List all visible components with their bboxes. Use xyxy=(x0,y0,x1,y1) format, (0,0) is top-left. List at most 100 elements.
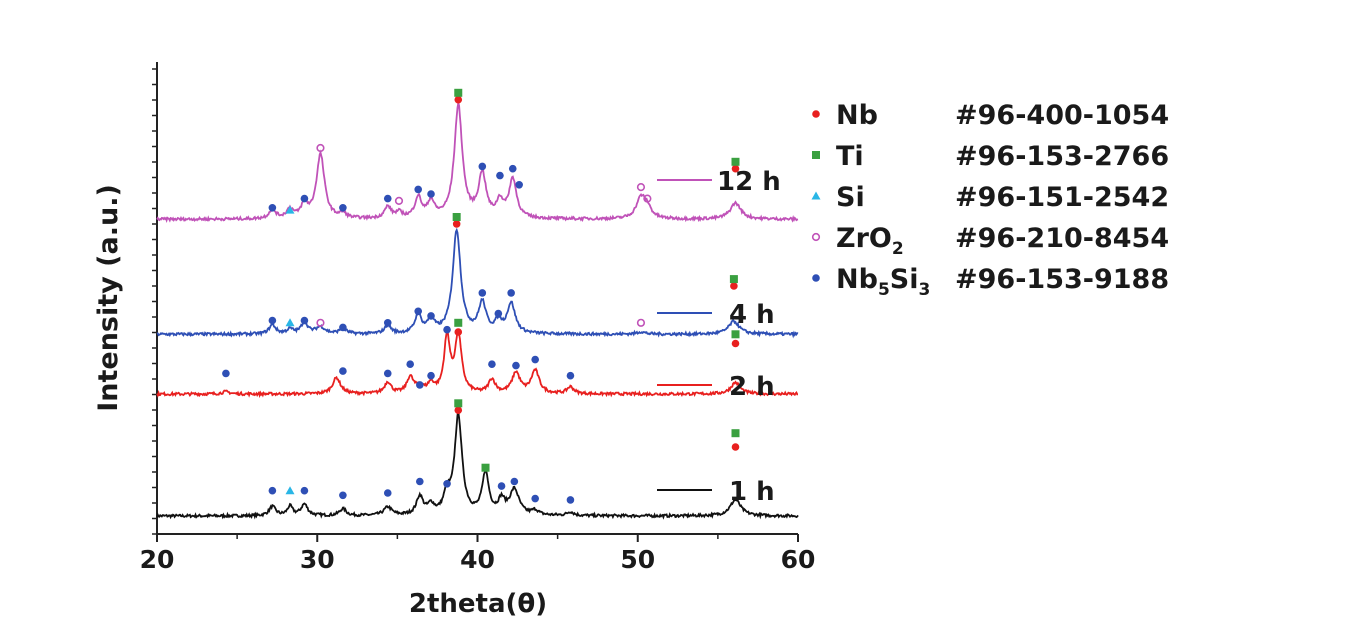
marker-Nb5Si3 xyxy=(508,164,517,173)
marker-Nb5Si3 xyxy=(416,381,424,389)
marker-Nb xyxy=(454,95,463,104)
marker-Nb5Si3 xyxy=(496,171,504,180)
curve-label-12h: 12 h xyxy=(717,167,781,197)
curve-label-1h: 1 h xyxy=(729,477,775,507)
legend-item: ZrO2 #96-210-8454 xyxy=(811,223,1169,259)
legend-marker xyxy=(811,232,821,242)
marker-Ti xyxy=(454,399,463,408)
x-tick-label: 30 xyxy=(300,545,335,574)
marker-ZrO2 xyxy=(636,318,646,327)
x-axis-label: 2theta(θ) xyxy=(409,589,547,619)
marker-Nb5Si3 xyxy=(383,489,392,497)
legend-item: Nb #96-400-1054 xyxy=(812,100,1169,131)
marker-Si xyxy=(285,318,295,327)
marker-Nb5Si3 xyxy=(414,185,423,194)
marker-Ti xyxy=(731,157,740,166)
plot-frame xyxy=(156,62,798,535)
marker-Nb xyxy=(454,406,463,415)
marker-Si xyxy=(285,205,295,214)
marker-Nb xyxy=(731,443,740,451)
marker-Nb5Si3 xyxy=(494,309,503,318)
x-tick-label: 60 xyxy=(781,545,816,574)
legend-card-number: #96-400-1054 xyxy=(955,100,1169,131)
marker-Nb5Si3 xyxy=(427,312,435,320)
marker-Nb5Si3 xyxy=(339,491,347,500)
marker-Nb5Si3 xyxy=(510,477,519,486)
marker-Nb5Si3 xyxy=(427,190,435,198)
legend-card-number: #96-153-9188 xyxy=(955,264,1169,295)
legend-item: Nb5Si3 #96-153-9188 xyxy=(812,264,1169,300)
marker-Nb5Si3 xyxy=(416,477,424,486)
marker-Nb5Si3 xyxy=(339,323,347,332)
legend-item: Ti #96-153-2766 xyxy=(812,141,1169,172)
marker-Nb5Si3 xyxy=(443,480,451,488)
legend-card-number: #96-151-2542 xyxy=(955,182,1169,213)
marker-Ti xyxy=(454,88,463,97)
phase-markers xyxy=(222,88,740,504)
legend-marker xyxy=(812,274,820,282)
marker-Ti xyxy=(481,463,490,472)
x-tick-label: 20 xyxy=(140,545,175,574)
marker-Nb5Si3 xyxy=(531,494,539,503)
series-line-12h xyxy=(156,102,799,224)
marker-Nb5Si3 xyxy=(566,496,575,504)
series-layer xyxy=(156,102,799,520)
legend-card-number: #96-153-2766 xyxy=(955,141,1169,172)
legend-card-number: #96-210-8454 xyxy=(955,223,1169,254)
marker-Nb5Si3 xyxy=(478,289,487,297)
marker-Nb5Si3 xyxy=(339,204,347,212)
marker-ZrO2 xyxy=(316,318,325,327)
marker-Nb5Si3 xyxy=(507,289,515,297)
marker-ZrO2 xyxy=(643,194,652,203)
legend: Nb #96-400-1054 Ti #96-153-2766 Si #96-151-25… xyxy=(811,100,1169,300)
legend-phase-name: Nb xyxy=(836,100,878,131)
curve-label-2h: 2 h xyxy=(729,372,775,402)
marker-Nb xyxy=(452,220,461,228)
marker-Nb5Si3 xyxy=(268,316,277,325)
marker-Nb5Si3 xyxy=(566,371,575,380)
legend-phase-name: Ti xyxy=(836,141,864,172)
marker-ZrO2 xyxy=(394,196,404,205)
marker-Nb5Si3 xyxy=(268,204,277,212)
marker-Nb5Si3 xyxy=(515,181,523,189)
marker-Nb5Si3 xyxy=(512,361,520,370)
marker-Nb5Si3 xyxy=(414,307,423,316)
x-tick-label: 50 xyxy=(620,545,655,574)
marker-Nb5Si3 xyxy=(300,316,309,325)
marker-Ti xyxy=(731,429,740,438)
legend-phase-name: Nb5Si3 xyxy=(836,264,930,300)
legend-phase-name: ZrO2 xyxy=(836,223,904,259)
series-line-4h xyxy=(156,227,799,339)
legend-marker xyxy=(812,110,820,118)
legend-phase-name: Si xyxy=(836,182,865,213)
marker-Si xyxy=(285,486,295,495)
marker-Nb5Si3 xyxy=(383,194,392,203)
series-line-1h xyxy=(156,411,799,520)
marker-Nb5Si3 xyxy=(406,360,414,369)
marker-Ti xyxy=(729,275,738,284)
marker-Nb5Si3 xyxy=(478,162,487,171)
marker-Nb5Si3 xyxy=(300,486,309,495)
marker-Nb5Si3 xyxy=(427,371,435,380)
curve-labels: 1 h 2 h 4 h 12 h xyxy=(657,167,781,507)
marker-Nb5Si3 xyxy=(383,369,392,378)
y-axis-label: Intensity (a.u.) xyxy=(93,184,124,412)
marker-Nb5Si3 xyxy=(488,360,496,369)
legend-marker xyxy=(811,191,821,200)
marker-Nb xyxy=(731,339,740,348)
marker-Nb5Si3 xyxy=(443,325,451,334)
series-line-2h xyxy=(156,329,799,399)
marker-Nb xyxy=(454,328,463,336)
marker-Nb5Si3 xyxy=(222,369,230,378)
marker-Nb5Si3 xyxy=(339,367,347,375)
marker-ZrO2 xyxy=(316,143,325,153)
marker-ZrO2 xyxy=(636,183,646,192)
legend-marker xyxy=(812,151,820,159)
y-axis xyxy=(152,68,157,535)
x-tick-label: 40 xyxy=(460,545,495,574)
marker-Nb xyxy=(731,164,740,173)
marker-Nb5Si3 xyxy=(383,319,392,327)
marker-Nb5Si3 xyxy=(497,482,506,490)
curve-label-4h: 4 h xyxy=(729,300,775,330)
